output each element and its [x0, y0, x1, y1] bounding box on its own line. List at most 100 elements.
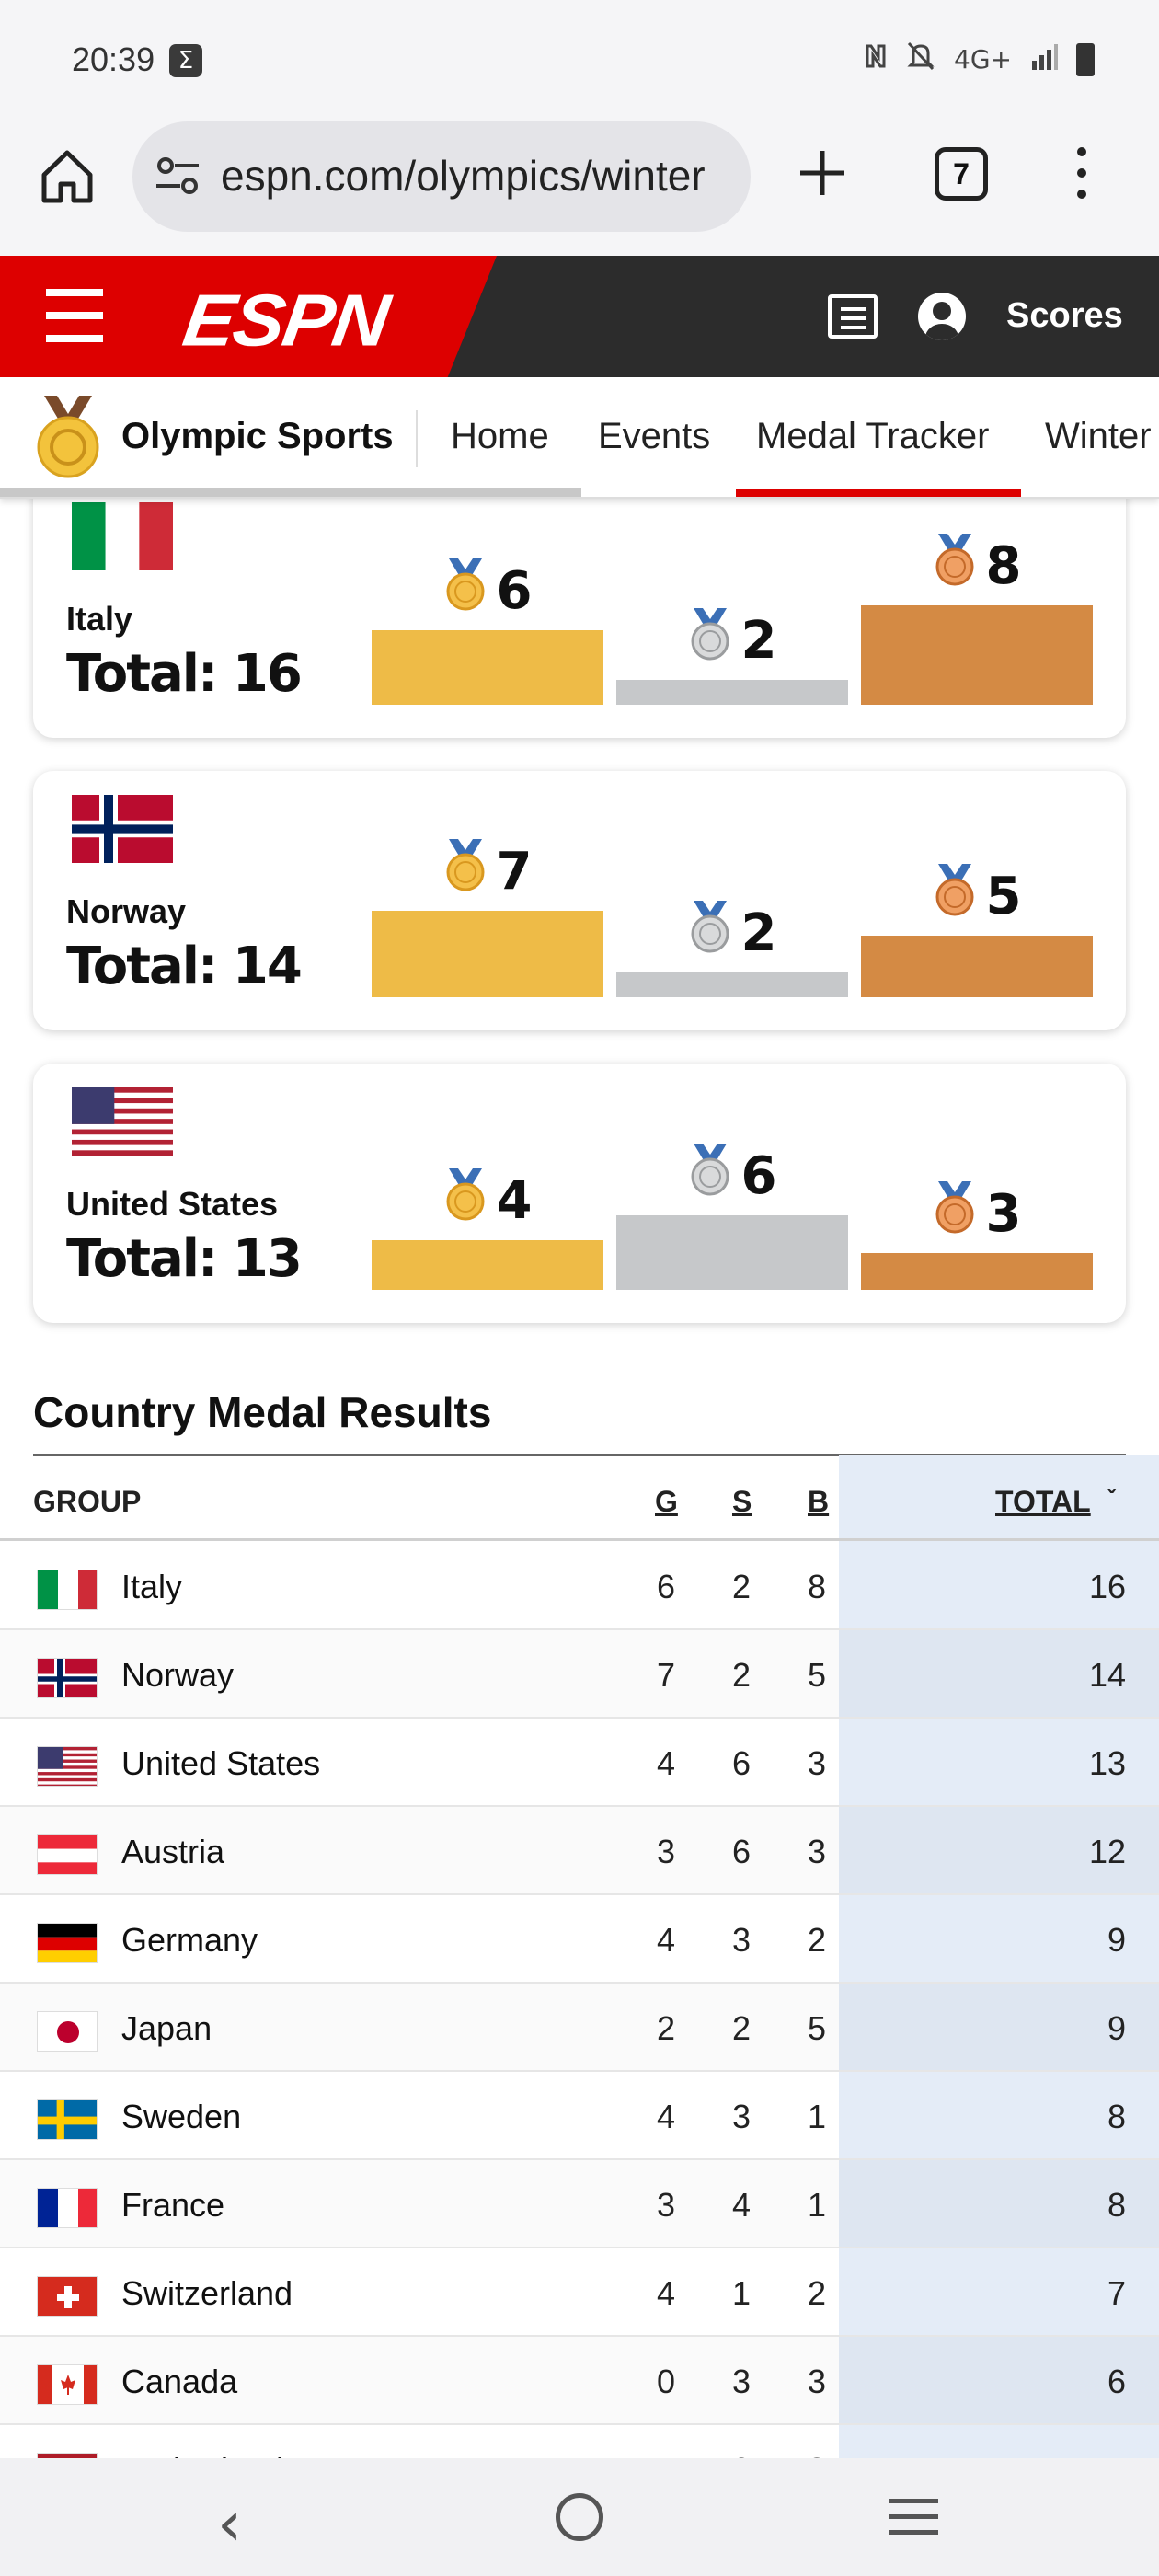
row-silver: 2: [731, 2009, 752, 2047]
home-circle-icon[interactable]: [556, 2493, 603, 2541]
flag-norway-icon: [37, 1658, 98, 1698]
signal-icon: [1030, 42, 1058, 76]
tab-events[interactable]: Events: [598, 416, 711, 456]
table-row[interactable]: Japan 2 2 5 9: [0, 1984, 1159, 2072]
espn-logo[interactable]: ESPN: [178, 279, 394, 362]
home-icon: [41, 150, 93, 203]
table-row[interactable]: Austria 3 6 3 12: [0, 1807, 1159, 1895]
row-total: 16: [1088, 1568, 1126, 1605]
flag-italy-icon: [37, 1570, 98, 1610]
card-country: Italy: [66, 600, 133, 638]
tab-winter[interactable]: Winter: [1045, 416, 1152, 456]
row-total: 14: [1088, 1656, 1126, 1694]
flag-netherlands-icon: [37, 2453, 98, 2458]
row-total: 9: [1107, 1921, 1126, 1959]
silver-bar: [616, 1215, 848, 1290]
url-text[interactable]: espn.com/olympics/winter: [221, 152, 706, 200]
silver-count: 6: [616, 1142, 848, 1206]
row-total: 8: [1107, 2098, 1126, 2135]
row-total: 13: [1088, 1744, 1126, 1782]
gold-count: 6: [372, 557, 603, 621]
silver-medal-icon: [688, 899, 732, 954]
row-country[interactable]: Switzerland: [121, 2274, 293, 2312]
back-icon[interactable]: ‹: [217, 2488, 243, 2560]
notification-icon: Σ: [169, 44, 202, 77]
home-button[interactable]: [35, 144, 99, 208]
column-header-gold[interactable]: G: [655, 1485, 678, 1518]
status-icons: 4G+: [864, 40, 1095, 78]
row-gold: 0: [656, 2363, 676, 2400]
browser-menu-icon[interactable]: [1074, 147, 1089, 204]
row-gold: 1: [648, 2451, 684, 2458]
row-silver: 6: [731, 1833, 752, 1870]
sort-descending-icon[interactable]: ˇ: [1107, 1485, 1116, 1512]
column-header-group: GROUP: [33, 1485, 142, 1518]
row-country[interactable]: Norway: [121, 1656, 235, 1694]
row-bronze: 2: [807, 1921, 827, 1959]
flag-japan-icon: [37, 2011, 98, 2052]
tab-home[interactable]: Home: [451, 416, 549, 456]
row-bronze: 2: [807, 2274, 827, 2312]
row-country[interactable]: Italy: [121, 1568, 183, 1605]
row-silver: 3: [731, 2098, 752, 2135]
news-feed-icon[interactable]: [828, 294, 878, 339]
column-header-silver[interactable]: S: [732, 1485, 752, 1518]
site-settings-icon[interactable]: [155, 156, 201, 197]
silver-bar: [616, 680, 848, 705]
table-row[interactable]: Canada 0 3 3 6: [0, 2337, 1159, 2425]
scores-link[interactable]: Scores: [1006, 296, 1123, 335]
account-icon[interactable]: [918, 293, 966, 340]
new-tab-button[interactable]: [789, 140, 855, 206]
recents-icon[interactable]: [889, 2499, 938, 2536]
row-country[interactable]: Sweden: [121, 2098, 242, 2135]
olympics-subnav: Olympic Sports Home Events Medal Tracker…: [0, 377, 1159, 499]
row-country[interactable]: Japan: [121, 2009, 212, 2047]
row-country[interactable]: Austria: [121, 1833, 225, 1870]
row-silver: 4: [731, 2186, 752, 2224]
subnav-title[interactable]: Olympic Sports: [121, 416, 394, 456]
browser-toolbar: espn.com/olympics/winter 7: [0, 120, 1159, 256]
tab-switcher-button[interactable]: 7: [935, 147, 988, 201]
gold-medal-icon: [443, 837, 488, 892]
table-row[interactable]: Switzerland 4 1 2 7: [0, 2248, 1159, 2337]
row-country[interactable]: Netherlands: [121, 2451, 300, 2458]
row-country[interactable]: United States: [121, 1744, 321, 1782]
row-gold: 4: [656, 2274, 676, 2312]
bronze-bar: [861, 1252, 1093, 1290]
address-bar[interactable]: espn.com/olympics/winter: [132, 121, 751, 232]
row-gold: 4: [656, 2098, 676, 2135]
medal-card-united-states[interactable]: United States Total: 13 4 6 3: [33, 1064, 1126, 1323]
table-row[interactable]: Italy 6 2 8 16: [0, 1542, 1159, 1630]
column-header-total[interactable]: TOTAL: [995, 1485, 1091, 1518]
bronze-bar: [861, 605, 1093, 705]
row-total: 6: [1107, 2363, 1126, 2400]
table-row[interactable]: Sweden 4 3 1 8: [0, 2072, 1159, 2160]
row-bronze: 5: [807, 2009, 827, 2047]
gold-bar: [372, 1240, 603, 1290]
menu-icon[interactable]: [46, 289, 103, 342]
flag-united-states-icon: [37, 1746, 98, 1787]
table-row[interactable]: Norway 7 2 5 14: [0, 1630, 1159, 1719]
bronze-count: 8: [861, 532, 1093, 596]
silver-count: 2: [616, 899, 848, 963]
row-country[interactable]: Canada: [121, 2363, 238, 2400]
row-gold: 3: [656, 2186, 676, 2224]
tab-medal-tracker[interactable]: Medal Tracker: [756, 416, 990, 456]
row-country[interactable]: France: [121, 2186, 225, 2224]
table-row[interactable]: France 3 4 1 8: [0, 2160, 1159, 2248]
gold-count: 7: [372, 837, 603, 902]
bronze-count: 5: [861, 862, 1093, 926]
column-header-bronze[interactable]: B: [808, 1485, 830, 1518]
row-silver: 2: [731, 1568, 752, 1605]
table-row[interactable]: Germany 4 3 2 9: [0, 1895, 1159, 1984]
table-row[interactable]: United States 4 6 3 13: [0, 1719, 1159, 1807]
medal-card-italy[interactable]: Italy Total: 16 6 2 8: [33, 499, 1126, 738]
medal-card-norway[interactable]: Norway Total: 14 7 2 5: [33, 771, 1126, 1030]
flag-italy-icon: [72, 502, 173, 570]
row-country[interactable]: Germany: [121, 1921, 258, 1959]
nfc-icon: [864, 42, 888, 76]
table-row[interactable]: Netherlands 1 2 3 4: [0, 2425, 1159, 2458]
espn-header: ESPN Scores: [0, 256, 1159, 377]
row-gold: 2: [656, 2009, 676, 2047]
bronze-medal-icon: [933, 532, 977, 587]
